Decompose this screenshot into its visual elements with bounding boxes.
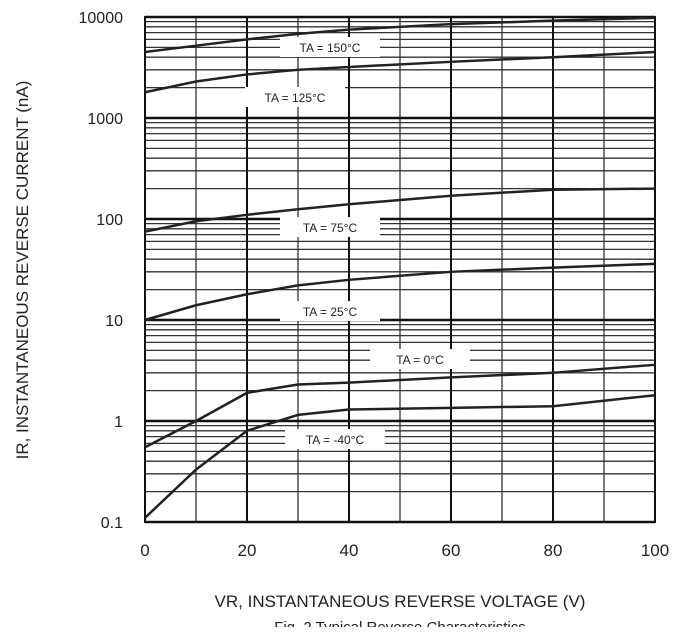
line-series bbox=[144, 262, 656, 322]
y-tick-label: 10000 bbox=[79, 10, 124, 27]
y-tick-label: 0.1 bbox=[101, 515, 123, 532]
y-axis-label: IR, INSTANTANEOUS REVERSE CURRENT (nA) bbox=[13, 81, 32, 460]
y-tick-label: 100 bbox=[96, 212, 123, 229]
series-label: TA = 25°C bbox=[303, 305, 358, 319]
series-label-bg bbox=[245, 87, 345, 107]
y-tick-label: 10 bbox=[105, 313, 123, 330]
line-series bbox=[144, 16, 656, 54]
line-series bbox=[144, 393, 656, 519]
caption: Fig. 2 Typical Reverse Characteristics bbox=[274, 619, 525, 627]
series-label: TA = 75°C bbox=[303, 221, 358, 235]
x-tick-label: 0 bbox=[140, 541, 149, 560]
series-label: TA = 0°C bbox=[396, 353, 444, 367]
line-series bbox=[144, 187, 656, 233]
y-tick-label: 1 bbox=[114, 414, 123, 431]
series-label: TA = 125°C bbox=[265, 91, 326, 105]
series-label: TA = -40°C bbox=[306, 433, 365, 447]
x-tick-label: 100 bbox=[641, 541, 669, 560]
x-tick-label: 80 bbox=[544, 541, 563, 560]
x-axis-label: VR, INSTANTANEOUS REVERSE VOLTAGE (V) bbox=[215, 592, 586, 611]
series-label-bg bbox=[280, 217, 380, 237]
series-label-bg bbox=[370, 349, 470, 369]
y-tick-label: 1000 bbox=[87, 111, 123, 128]
series-label-bg bbox=[285, 429, 385, 449]
x-tick-label: 20 bbox=[238, 541, 257, 560]
x-tick-label: 40 bbox=[340, 541, 359, 560]
x-tick-label: 60 bbox=[442, 541, 461, 560]
line-series bbox=[144, 50, 656, 94]
series-label-bg bbox=[280, 301, 380, 321]
series-label: TA = 150°C bbox=[300, 41, 361, 55]
line-series bbox=[144, 363, 656, 449]
series-label-bg bbox=[280, 37, 380, 57]
